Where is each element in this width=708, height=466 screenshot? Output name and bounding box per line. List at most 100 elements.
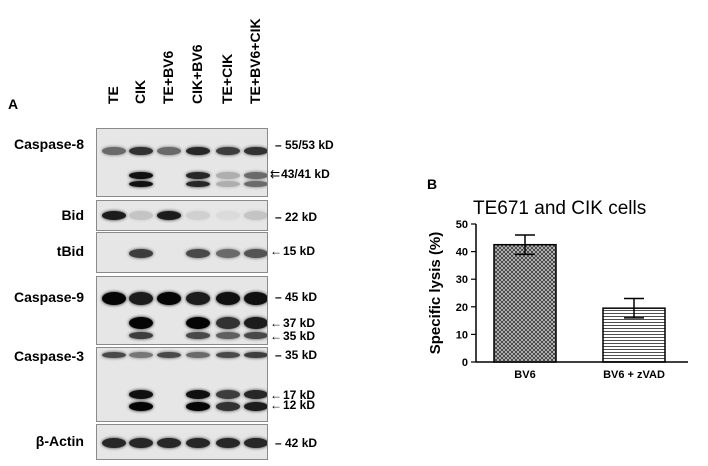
mw-marker: – 22 kD (275, 210, 317, 224)
blot-band (186, 438, 210, 448)
blot-band (216, 332, 240, 339)
blot-band (216, 402, 240, 411)
blot-band (157, 292, 181, 305)
x-category-label: BV6 + zVAD (603, 369, 665, 381)
blot-band (244, 181, 267, 187)
blot-strip (96, 232, 268, 273)
blot-band (102, 211, 126, 220)
blot-band (186, 147, 210, 155)
blot-band (244, 352, 267, 358)
row-label: tBid (56, 243, 84, 259)
bar (493, 243, 557, 363)
mw-marker: ⇇43/41 kD (270, 167, 330, 181)
blot-band (186, 181, 210, 187)
blot-band (186, 317, 210, 329)
y-tick-label: 10 (456, 329, 468, 341)
blot-band (244, 317, 267, 329)
blot-band (186, 332, 210, 339)
panel-a-letter: A (8, 96, 19, 112)
blot-band (216, 181, 240, 187)
row-label: Caspase-3 (13, 348, 84, 364)
blot-band (186, 352, 210, 358)
chart-title: TE671 and CIK cells (473, 198, 647, 219)
row-label: Bid (61, 207, 84, 223)
blot-band (216, 292, 240, 305)
blot-band (244, 332, 267, 339)
arrow-icon: ← (270, 316, 282, 330)
blot-band (216, 352, 240, 358)
mw-marker: ←17 kD (270, 388, 315, 402)
mw-marker: ←37 kD (270, 316, 315, 330)
blot-band (129, 172, 153, 179)
mw-label: – 55/53 kD (275, 138, 334, 152)
arrow-icon: ← (270, 244, 282, 258)
mw-label: – 42 kD (275, 436, 318, 450)
blot-strip (96, 128, 268, 197)
mw-marker: ←15 kD (270, 244, 315, 258)
blot-band (244, 292, 267, 305)
blot-band (129, 438, 153, 448)
row-label: Caspase-8 (13, 136, 84, 152)
arrow-icon: ← (270, 398, 282, 412)
blot-band (129, 352, 153, 358)
mw-marker: ←12 kD (270, 398, 315, 412)
mw-marker: – 55/53 kD (275, 138, 334, 152)
row-label: β-Actin (35, 433, 84, 449)
blot-band (129, 317, 153, 329)
blot-band (102, 352, 126, 358)
blot-band (244, 172, 267, 179)
blot-band (216, 438, 240, 448)
arrow-icon: ⇇ (270, 167, 281, 181)
mw-label: 37 kD (283, 316, 316, 330)
mw-marker: – 42 kD (275, 436, 317, 450)
blot-band (216, 211, 240, 220)
blot-strip (96, 200, 268, 231)
blot-band (186, 172, 210, 179)
y-axis-label: Specific lysis (%) (427, 232, 444, 355)
mw-label: – 35 kD (275, 348, 318, 362)
blot-band (186, 292, 210, 305)
blot-band (216, 390, 240, 399)
blot-band (129, 249, 153, 258)
blot-band (186, 402, 210, 411)
blot-band (129, 147, 153, 155)
y-tick-label: 50 (456, 219, 468, 231)
blot-band (186, 249, 210, 258)
x-category-label: BV6 (514, 369, 535, 381)
blot-band (186, 390, 210, 399)
blot-strip (96, 347, 268, 422)
blot-band (186, 211, 210, 220)
blot-band (129, 390, 153, 399)
blot-band (244, 402, 267, 411)
blot-band (129, 211, 153, 220)
blot-band (244, 211, 267, 220)
mw-label: 17 kD (283, 388, 316, 402)
y-tick-label: 30 (456, 274, 468, 286)
blot-band (129, 332, 153, 339)
blot-band (102, 438, 126, 448)
blot-band (244, 390, 267, 399)
blot-band (216, 249, 240, 258)
mw-marker: ←35 kD (270, 329, 315, 343)
arrow-icon: ← (270, 329, 282, 343)
blot-band (216, 317, 240, 329)
row-label: Caspase-9 (13, 289, 84, 305)
blot-band (157, 438, 181, 448)
mw-label: 43/41 kD (281, 167, 330, 181)
blot-band (102, 147, 126, 155)
mw-label: 12 kD (283, 398, 316, 412)
blot-band (244, 249, 267, 258)
panel-b-letter: B (427, 176, 438, 192)
blot-band (129, 402, 153, 411)
mw-label: 15 kD (283, 244, 316, 258)
mw-label: – 22 kD (275, 210, 318, 224)
mw-marker: – 35 kD (275, 348, 317, 362)
blot-band (244, 438, 267, 448)
mw-label: 35 kD (283, 329, 316, 343)
blot-band (102, 292, 126, 305)
y-tick-label: 0 (462, 357, 468, 369)
blot-band (157, 352, 181, 358)
blot-band (157, 147, 181, 155)
y-tick-label: 20 (456, 302, 468, 314)
